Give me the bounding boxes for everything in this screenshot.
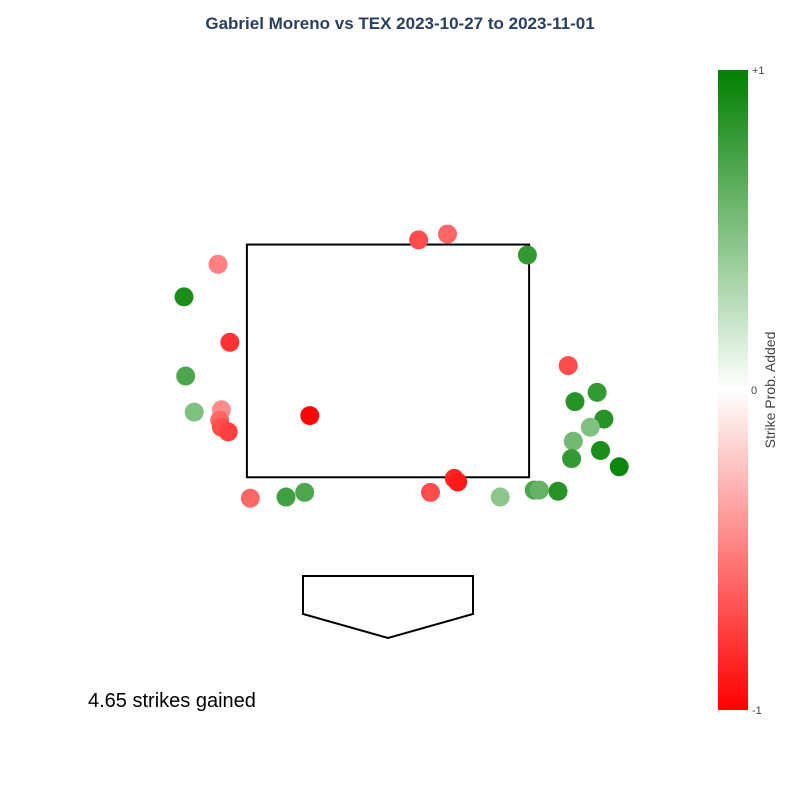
pitch-point[interactable] [208,254,228,274]
colorbar-tick-max: +1 [752,65,765,77]
pitch-points [174,224,629,508]
pitch-point[interactable] [517,245,537,265]
pitch-point[interactable] [421,482,440,502]
pitch-point[interactable] [548,481,568,501]
pitch-point[interactable] [580,417,600,437]
home-plate [302,575,474,640]
pitch-point[interactable] [562,449,582,469]
colorbar-tick-min: -1 [752,705,762,717]
pitch-point[interactable] [176,366,196,386]
colorbar-tick-zero: 0 [751,385,757,397]
pitch-point[interactable] [529,480,549,500]
pitch-point[interactable] [448,472,468,492]
strike-zone [245,243,531,479]
chart-title: Gabriel Moreno vs TEX 2023-10-27 to 2023… [205,14,594,33]
colorbar-title: Strike Prob. Added [762,332,778,449]
pitch-point[interactable] [563,431,583,451]
pitch-point[interactable] [558,356,578,376]
pitch-point[interactable] [609,457,629,477]
pitch-point[interactable] [218,422,238,442]
pitch-point[interactable] [184,402,204,422]
pitch-point[interactable] [409,230,429,250]
pitch-point[interactable] [295,482,315,502]
colorbar [718,70,748,710]
pitch-point[interactable] [438,224,457,244]
pitch-point[interactable] [591,441,610,461]
pitch-point[interactable] [587,382,607,402]
pitch-point[interactable] [490,487,510,507]
pitch-point[interactable] [174,287,194,307]
pitch-point[interactable] [220,332,240,352]
pitch-point[interactable] [300,406,320,426]
pitch-point[interactable] [240,488,260,508]
pitch-point[interactable] [565,392,585,412]
strikes-gained-annotation: 4.65 strikes gained [88,690,256,712]
pitch-point[interactable] [276,487,296,507]
